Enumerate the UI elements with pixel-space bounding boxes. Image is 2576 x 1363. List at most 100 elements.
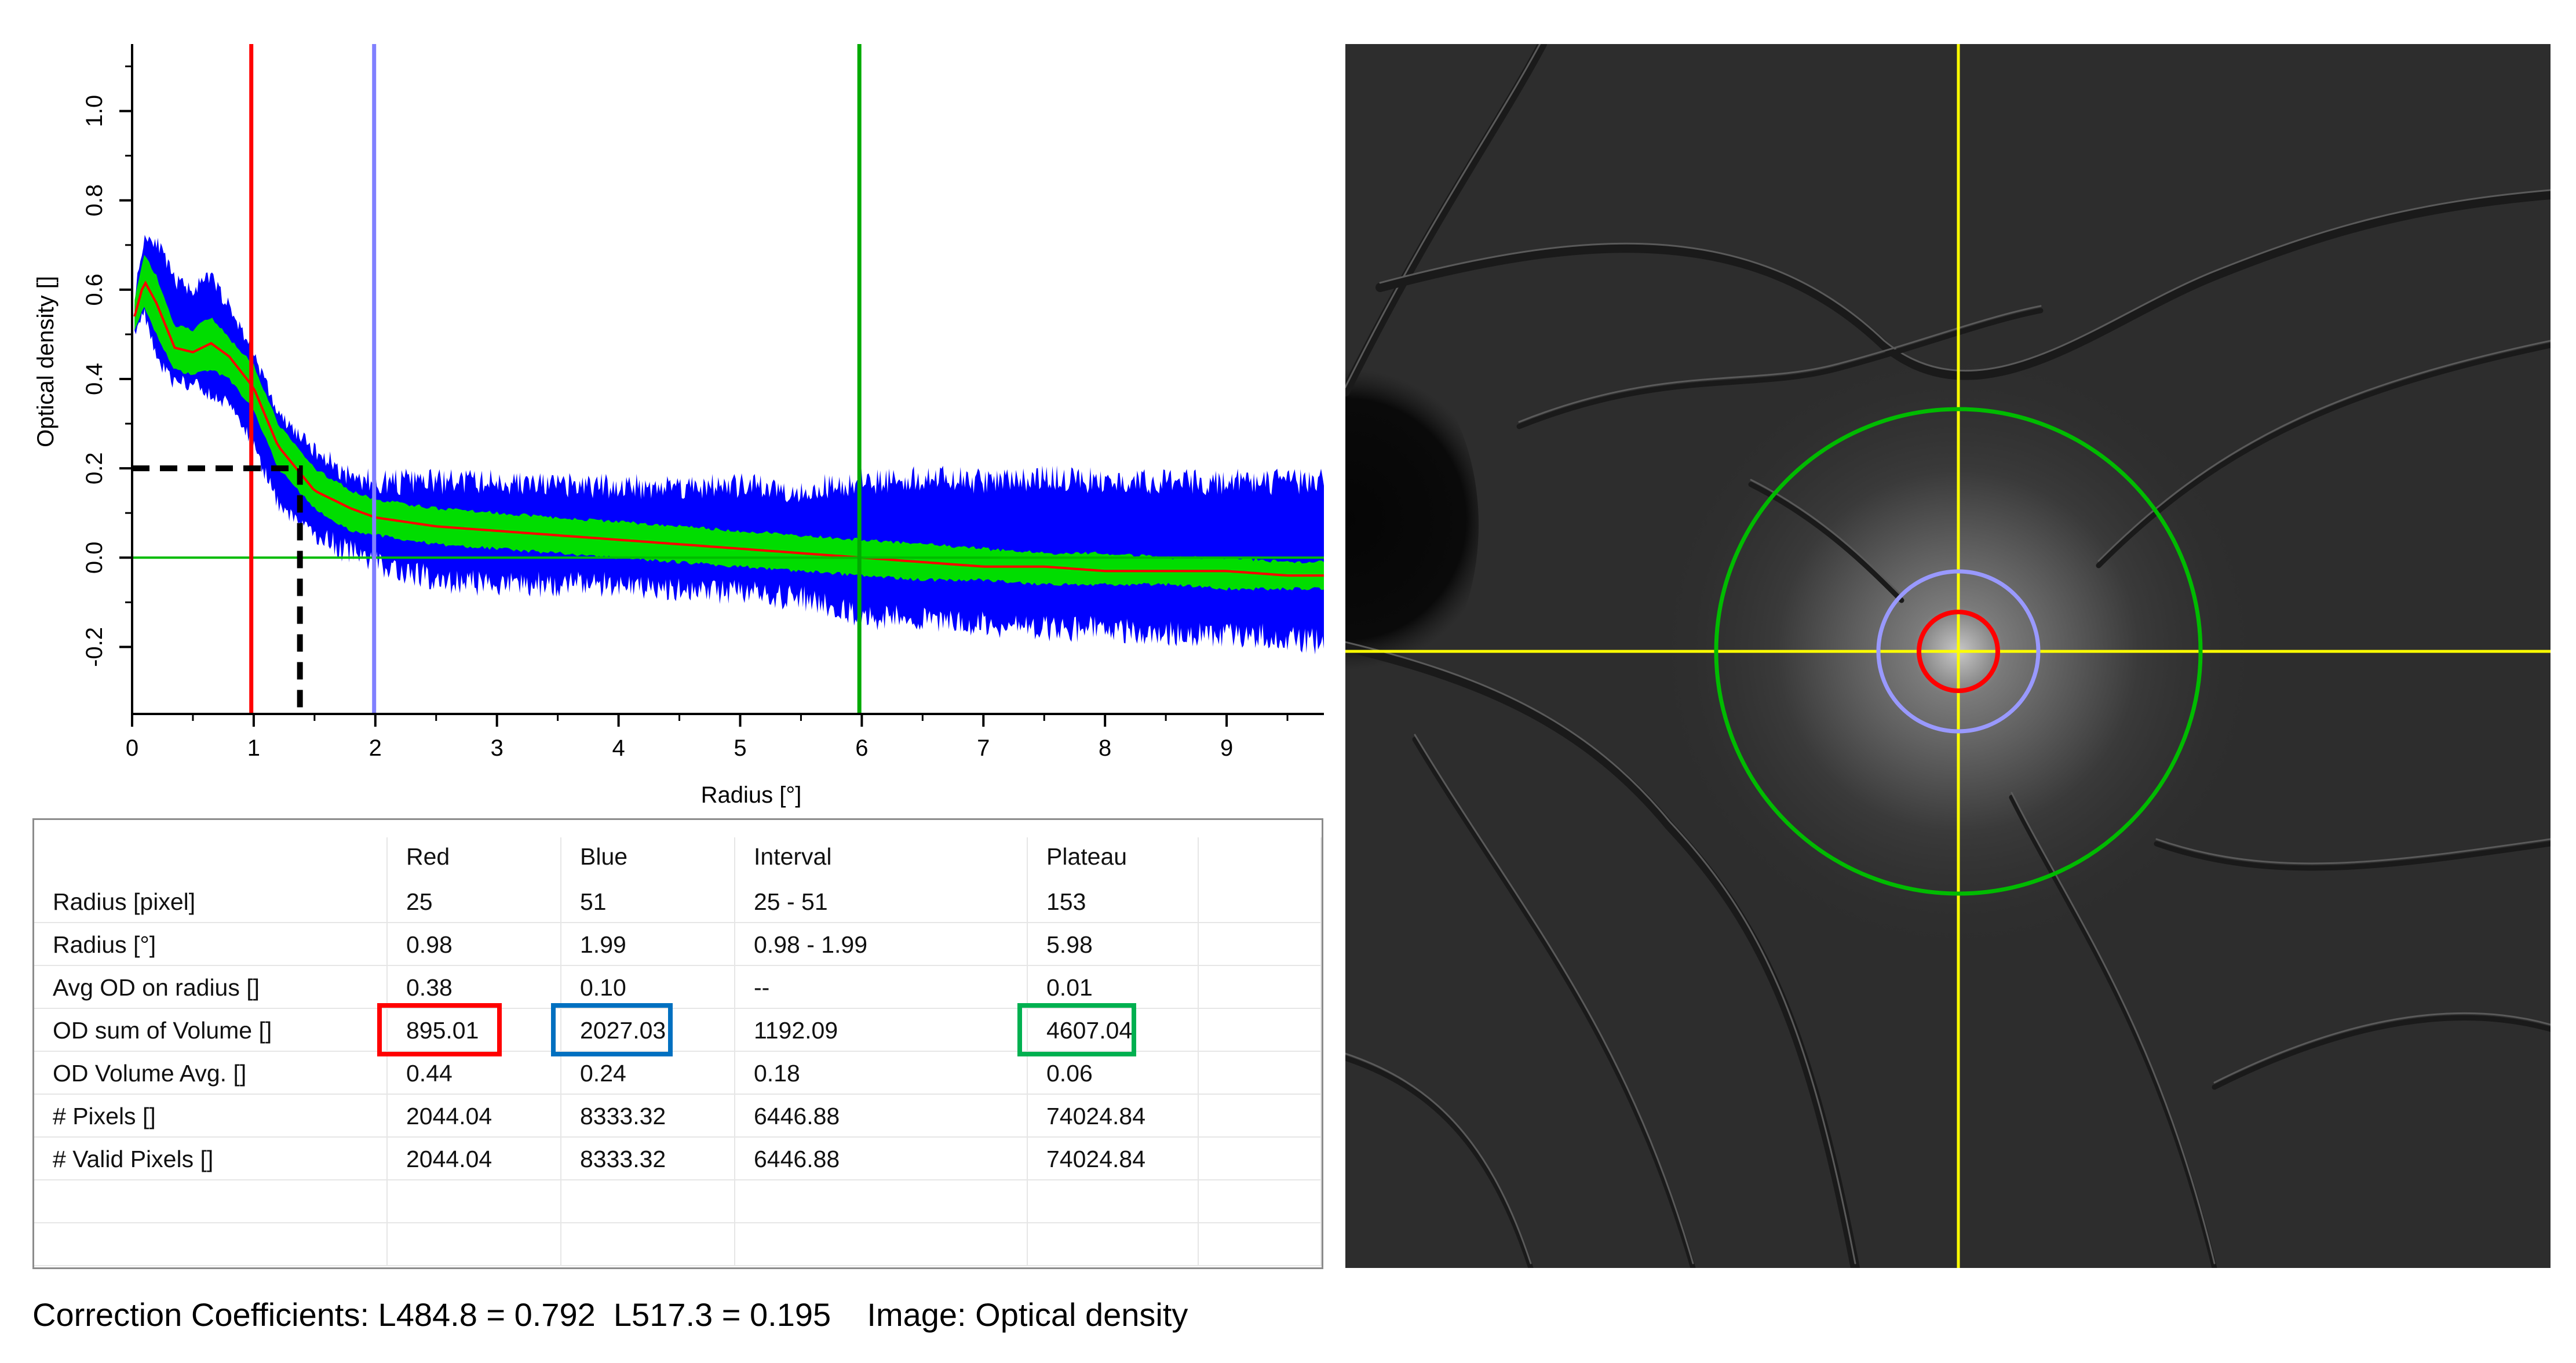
table-cell: 0.98 - 1.99: [735, 923, 1028, 965]
vessel: [1345, 1055, 1534, 1268]
table-cell: [1199, 1138, 1322, 1179]
column-header: [1199, 837, 1322, 880]
fundus-image[interactable]: [1345, 44, 2551, 1268]
table-cell: [735, 1223, 1028, 1265]
vessel-highlight: [2155, 838, 2551, 865]
table-cell: 2044.04: [388, 1138, 561, 1179]
table-cell: 0.01: [1028, 966, 1199, 1008]
vessel: [1516, 308, 2044, 429]
optic-disc: [1345, 334, 1479, 716]
table-cell: 25 - 51: [735, 880, 1028, 922]
table-cell: [1199, 966, 1322, 1008]
table-cell: 4607.04: [1028, 1009, 1199, 1051]
table-cell: 0.10: [561, 966, 735, 1008]
table-cell: 74024.84: [1028, 1095, 1199, 1136]
row-label: [34, 1223, 388, 1265]
x-tick-label: 3: [491, 735, 503, 761]
status-text: Correction Coefficients: L484.8 = 0.792 …: [32, 1296, 1188, 1333]
series-green-band: [134, 254, 1325, 591]
column-header: Interval: [735, 837, 1028, 880]
chart-svg: 0 1 2 3 4 5 6 7 8 9 -0.2 0.0 0.2 0.4 0.6 0.8 1.0 Radius […: [33, 44, 1325, 808]
vessel-highlight: [1518, 305, 2042, 423]
x-axis-label: Radius [°]: [701, 782, 802, 808]
fundus-svg: [1345, 44, 2551, 1268]
status-bar: Correction Coefficients: L484.8 = 0.792 …: [0, 1281, 2576, 1344]
table-cell: 8333.32: [561, 1095, 735, 1136]
column-header: Blue: [561, 837, 735, 880]
y-tick-label: -0.2: [82, 627, 107, 667]
vessel: [2212, 1015, 2551, 1090]
table-cell: 0.38: [388, 966, 561, 1008]
y-tick-label: 0.4: [82, 363, 107, 395]
table-header-row[interactable]: Red Blue Interval Plateau: [34, 837, 1322, 880]
vessel: [1748, 482, 1904, 603]
series-red-mean-line: [133, 280, 1324, 577]
y-tick-label: 0.0: [82, 541, 107, 574]
table-cell: 2027.03: [561, 1009, 735, 1051]
vessel-highlight: [2097, 340, 2551, 562]
vessel: [1345, 44, 1547, 396]
table-cell: [1199, 1009, 1322, 1051]
table-row[interactable]: OD Volume Avg. [] 0.44 0.24 0.18 0.06: [34, 1052, 1322, 1095]
row-label: OD Volume Avg. []: [34, 1052, 388, 1094]
vessel: [2154, 841, 2551, 871]
vessel-highlight: [1379, 189, 2551, 372]
x-tick-label: 9: [1220, 735, 1233, 761]
table-cell: 2044.04: [388, 1095, 561, 1136]
table-cell: [735, 1180, 1028, 1222]
vessel: [1375, 190, 2551, 380]
table-cell: 0.06: [1028, 1052, 1199, 1094]
table-row[interactable]: Radius [°] 0.98 1.99 0.98 - 1.99 5.98: [34, 923, 1322, 966]
table-row[interactable]: Radius [pixel] 25 51 25 - 51 153: [34, 880, 1322, 923]
x-tick-label: 4: [612, 735, 625, 761]
table-cell: 1192.09: [735, 1009, 1028, 1051]
table-row[interactable]: Avg OD on radius [] 0.38 0.10 -- 0.01: [34, 966, 1322, 1009]
highlight-box: [1017, 1003, 1136, 1056]
table-row[interactable]: # Pixels [] 2044.04 8333.32 6446.88 74024.84: [34, 1095, 1322, 1138]
row-label: [34, 1180, 388, 1222]
table-cell: 6446.88: [735, 1138, 1028, 1179]
table-cell: [561, 1223, 735, 1265]
x-tick-label: 6: [855, 735, 868, 761]
y-tick-label: 0.2: [82, 452, 107, 484]
vessel-highlight: [1750, 479, 1903, 597]
vessel: [1412, 737, 1696, 1268]
x-tick-label: 0: [126, 735, 138, 761]
table-cell: 0.44: [388, 1052, 561, 1094]
vessel: [1345, 642, 1860, 1268]
table-cell: 895.01: [388, 1009, 561, 1051]
row-label: # Pixels []: [34, 1095, 388, 1136]
x-tick-label: 8: [1099, 735, 1111, 761]
row-label: Avg OD on radius []: [34, 966, 388, 1008]
table-row[interactable]: OD sum of Volume [] 895.01 2027.03 1192.09 4…: [34, 1009, 1322, 1052]
table-cell: [1028, 1223, 1199, 1265]
vessel-highlight: [1414, 734, 1694, 1264]
series-blue-band: [134, 235, 1325, 655]
row-label: # Valid Pixels []: [34, 1138, 388, 1179]
dashed-guide-line: [132, 465, 303, 714]
table-cell: 74024.84: [1028, 1138, 1199, 1179]
results-table[interactable]: Red Blue Interval Plateau Radius [pixel] 25 51…: [32, 818, 1323, 1269]
x-tick-label: 2: [369, 735, 382, 761]
table-cell: 25: [388, 880, 561, 922]
table-cell: [1199, 1223, 1322, 1265]
column-header: [34, 837, 388, 880]
blue-circle: [1876, 569, 2041, 734]
vessel: [2009, 795, 2217, 1268]
x-tick-label: 1: [247, 735, 260, 761]
column-header: Plateau: [1028, 837, 1199, 880]
table-cell: [1199, 1095, 1322, 1136]
table-cell: [1199, 923, 1322, 965]
table-cell: 1.99: [561, 923, 735, 965]
y-tick-label: 0.8: [82, 184, 107, 217]
green-circle: [1714, 407, 2203, 896]
table-cell: 0.18: [735, 1052, 1028, 1094]
row-label: OD sum of Volume []: [34, 1009, 388, 1051]
table-row[interactable]: [34, 1180, 1322, 1223]
table-cell: 5.98: [1028, 923, 1199, 965]
table-row[interactable]: [34, 1223, 1322, 1266]
vessel-highlight: [2213, 1012, 2551, 1084]
table-row[interactable]: # Valid Pixels [] 2044.04 8333.32 6446.88 74…: [34, 1138, 1322, 1180]
table-cell: [561, 1180, 735, 1222]
